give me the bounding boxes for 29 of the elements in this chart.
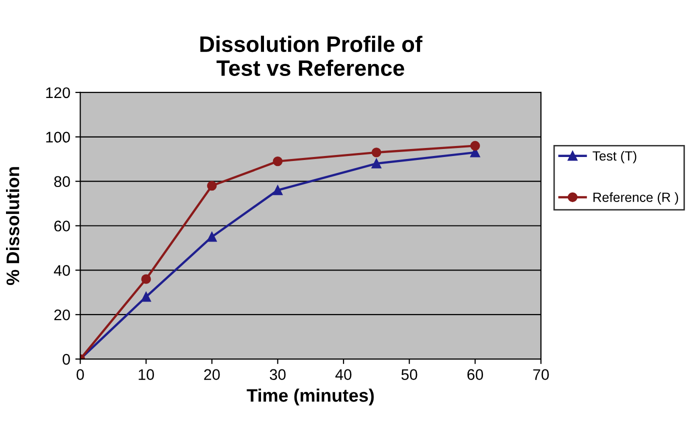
point — [470, 140, 480, 151]
x-axis-title: Time (minutes) — [246, 388, 374, 406]
legend-label: Test (T) — [592, 150, 636, 164]
point — [372, 148, 382, 158]
point — [141, 292, 151, 302]
x-tick-label: 70 — [533, 369, 549, 380]
x-tick-label: 20 — [204, 369, 220, 380]
point — [272, 185, 283, 196]
x-tick-label: 40 — [335, 369, 352, 380]
point — [272, 156, 283, 166]
x-tick-label: 50 — [401, 369, 418, 380]
point — [372, 158, 382, 168]
legend-label: Reference (R ) — [593, 192, 678, 205]
y-tick-label: 60 — [54, 220, 70, 232]
y-axis-title: % Dissolution — [6, 167, 20, 285]
x-tick-label: 30 — [270, 369, 286, 380]
y-tick-label: 20 — [54, 309, 70, 320]
point — [141, 274, 151, 284]
point — [207, 232, 217, 242]
y-tick-label: 80 — [54, 176, 70, 188]
x-tick-label: 0 — [76, 369, 84, 380]
y-tick-label: 40 — [54, 265, 70, 276]
x-tick-label: 60 — [467, 369, 484, 380]
point — [207, 180, 217, 191]
x-tick-label: 10 — [138, 369, 154, 380]
y-tick-label: 0 — [62, 354, 70, 365]
y-tick-label: 120 — [46, 87, 70, 98]
y-tick-label: 100 — [46, 132, 70, 143]
chart-title: Dissolution Profile of Test vs Reference — [200, 36, 422, 76]
